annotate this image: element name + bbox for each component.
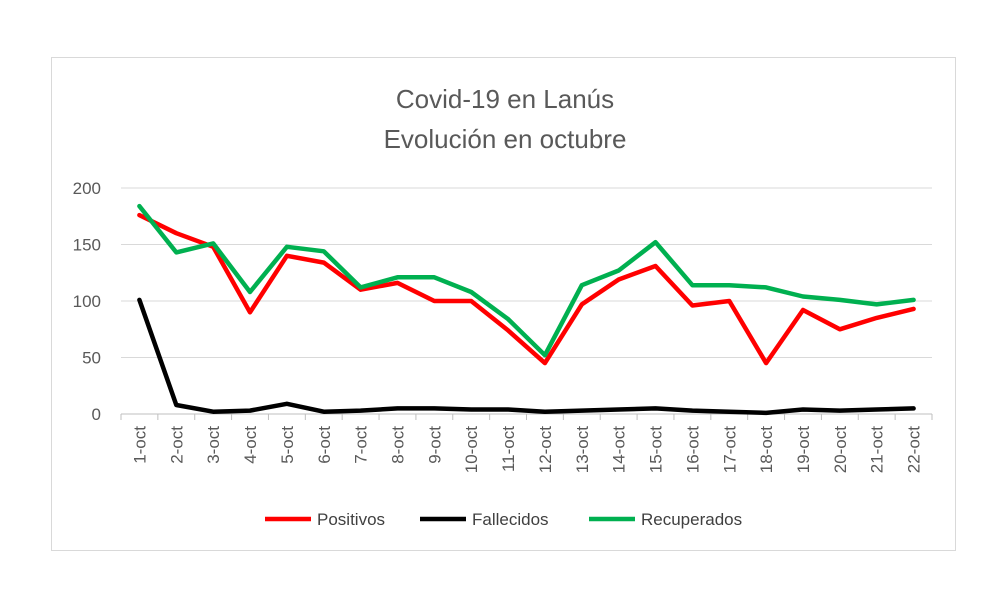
x-tick-label: 14-oct bbox=[610, 426, 629, 474]
y-tick-label: 100 bbox=[73, 292, 101, 311]
y-tick-label: 200 bbox=[73, 179, 101, 198]
x-tick-label: 9-oct bbox=[425, 426, 444, 464]
x-tick-label: 7-oct bbox=[352, 426, 371, 464]
x-tick-label: 6-oct bbox=[315, 426, 334, 464]
chart-frame: Covid-19 en Lanús Evolución en octubre 0… bbox=[51, 57, 956, 551]
x-tick-label: 22-oct bbox=[905, 426, 924, 474]
legend-label-positivos: Positivos bbox=[317, 510, 385, 529]
y-tick-label: 150 bbox=[73, 236, 101, 255]
y-tick-label: 50 bbox=[82, 349, 101, 368]
x-tick-label: 11-oct bbox=[499, 426, 518, 472]
x-tick-label: 17-oct bbox=[720, 426, 739, 474]
series-line-recuperados bbox=[137, 203, 916, 358]
x-tick-label: 19-oct bbox=[794, 426, 813, 474]
series-line-fallecidos bbox=[137, 297, 916, 416]
x-tick-label: 20-oct bbox=[831, 426, 850, 474]
x-tick-label: 4-oct bbox=[241, 426, 260, 464]
line-chart: Covid-19 en Lanús Evolución en octubre 0… bbox=[73, 84, 933, 529]
x-tick-label: 15-oct bbox=[647, 426, 666, 474]
grid bbox=[121, 187, 932, 358]
axes: 0 50 100 150 200 1-oct 2-oct 3-oct 4-oct 5-oct 6-o… bbox=[73, 179, 933, 474]
x-tick-label: 16-oct bbox=[683, 426, 702, 474]
x-tick-label: 13-oct bbox=[573, 426, 592, 474]
chart-title-line-1: Covid-19 en Lanús bbox=[396, 84, 614, 114]
series-line-positivos bbox=[137, 212, 916, 366]
x-tick-label: 12-oct bbox=[536, 426, 555, 474]
x-tick-label: 5-oct bbox=[278, 426, 297, 464]
legend-label-fallecidos: Fallecidos bbox=[472, 510, 549, 529]
legend-label-recuperados: Recuperados bbox=[641, 510, 742, 529]
chart-title-line-2: Evolución en octubre bbox=[384, 124, 627, 154]
x-tick-label: 18-oct bbox=[757, 426, 776, 474]
x-tick-label: 21-oct bbox=[868, 426, 887, 474]
x-tick-label: 8-oct bbox=[388, 426, 407, 464]
x-tick-label: 1-oct bbox=[130, 426, 149, 464]
x-tick-label: 3-oct bbox=[204, 426, 223, 464]
x-tick-label: 2-oct bbox=[167, 426, 186, 464]
series bbox=[137, 203, 916, 416]
x-tick-label: 10-oct bbox=[462, 426, 481, 474]
y-tick-label: 0 bbox=[92, 405, 101, 424]
legend: Positivos Fallecidos Recuperados bbox=[265, 510, 742, 529]
